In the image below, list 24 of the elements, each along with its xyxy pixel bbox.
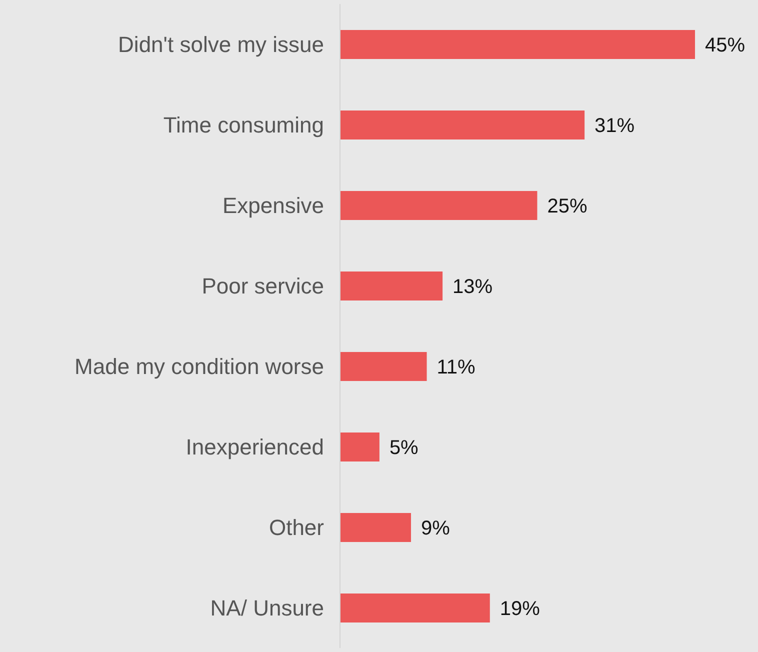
- y-tick-label: Made my condition worse: [74, 354, 324, 380]
- data-label: 25%: [547, 196, 588, 218]
- y-tick-label: Poor service: [202, 274, 324, 299]
- y-tick-label: NA/ Unsure: [210, 596, 324, 621]
- y-tick-label: Other: [268, 515, 324, 540]
- y-tick-label: Time consuming: [163, 112, 324, 138]
- data-label: 9%: [421, 518, 450, 540]
- y-tick-label: Didn't solve my issue: [118, 32, 324, 58]
- data-label: 19%: [500, 598, 540, 620]
- y-tick-label: Expensive: [222, 193, 324, 218]
- data-label: 31%: [594, 115, 635, 138]
- bar: [340, 30, 695, 59]
- bar: [340, 110, 585, 140]
- bar: [340, 594, 490, 622]
- data-label: 11%: [436, 356, 476, 379]
- bar: [340, 191, 538, 220]
- bar: [340, 352, 427, 381]
- bar: [340, 513, 411, 542]
- data-label: 5%: [389, 437, 419, 460]
- y-tick-label: Inexperienced: [186, 434, 324, 460]
- data-label: 45%: [705, 34, 746, 57]
- bar: [340, 432, 380, 462]
- data-label: 13%: [452, 276, 493, 298]
- bar: [340, 272, 443, 300]
